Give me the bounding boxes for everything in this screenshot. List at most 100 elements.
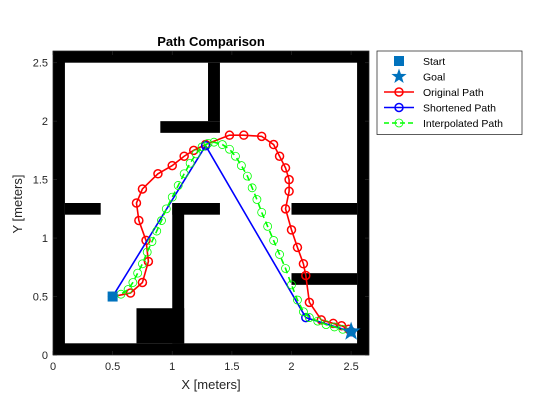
interpolated-path-marker: [161, 204, 171, 214]
interpolated-path-marker: [281, 264, 290, 273]
interpolated-path-marker: [287, 280, 296, 290]
original-path-marker: [268, 139, 279, 150]
occupancy-map: [53, 51, 369, 355]
interpolated-path-marker: [209, 137, 219, 147]
y-tick-label: 0.5: [33, 292, 48, 304]
original-path-marker: [179, 151, 189, 161]
original-path-marker: [292, 242, 303, 253]
legend-swatch-shortened-path: [394, 102, 404, 113]
legend-swatch-start: [394, 56, 404, 66]
interpolated-path-marker: [299, 307, 308, 317]
chart-title: Path Comparison: [157, 34, 265, 49]
interpolated-path-marker: [263, 221, 273, 231]
interpolated-path-marker: [157, 216, 166, 225]
axis-ticks: 0 0.5 1 1.5 2 2.5 0 0.5 1 1.5 2 2.5: [33, 51, 369, 373]
interpolated-path-marker: [321, 320, 331, 330]
interpolated-path-marker: [231, 151, 240, 161]
interpolated-path-marker: [138, 259, 147, 269]
interpolated-path-marker: [304, 313, 314, 322]
y-tick-label: 2.5: [33, 58, 48, 70]
interpolated-path-marker: [237, 161, 246, 170]
original-path-marker: [286, 225, 297, 235]
map-obstacle: [136, 308, 185, 344]
y-tick-label: 2: [42, 116, 48, 128]
original-path-marker: [153, 169, 163, 179]
original-path-marker: [167, 160, 177, 171]
interpolated-path-marker: [247, 183, 257, 193]
legend: Start Goal Original Path Shortened Path Inte…: [376, 50, 523, 135]
start-marker: [107, 291, 118, 302]
x-tick-label: 1: [169, 361, 175, 373]
interpolated-path-marker: [147, 237, 157, 246]
interpolated-path-marker: [252, 195, 262, 204]
x-tick-label: 1.5: [224, 361, 239, 373]
original-path-marker: [304, 297, 315, 308]
map-obstacle: [53, 51, 65, 355]
x-tick-label: 0: [50, 361, 56, 373]
map-obstacle: [291, 273, 358, 285]
y-axis-label: Y [meters]: [10, 174, 25, 233]
original-path-marker: [224, 130, 235, 140]
original-path-marker: [280, 163, 291, 173]
interpolated-path-marker: [330, 322, 339, 332]
original-path-marker: [256, 131, 267, 142]
y-tick-label: 1.5: [33, 175, 48, 187]
map-obstacle: [172, 203, 185, 344]
y-tick-label: 1: [42, 233, 48, 245]
interpolated-path-marker: [257, 207, 267, 217]
original-path-marker: [141, 235, 151, 246]
original-path-marker: [301, 270, 311, 281]
interpolated-path-marker: [185, 158, 195, 168]
x-tick-label: 0.5: [105, 361, 120, 373]
map-obstacle: [357, 51, 369, 355]
interpolated-path-marker: [217, 140, 227, 149]
legend-label-interpolated-path: Interpolated Path: [423, 118, 503, 130]
interpolated-path-marker: [242, 171, 252, 181]
interpolated-path-marker: [128, 278, 138, 287]
interpolated-path-marker: [203, 138, 213, 148]
y-tick-label: 0: [42, 350, 48, 362]
x-axis-label: X [meters]: [181, 377, 240, 392]
map-obstacle: [291, 203, 358, 215]
interpolated-path-marker: [167, 192, 177, 202]
interpolated-path-marker: [152, 226, 162, 236]
map-obstacle: [53, 343, 369, 355]
original-path-marker: [137, 277, 148, 288]
plot-series: [107, 130, 361, 340]
legend-label-original-path: Original Path: [423, 87, 484, 99]
original-path-marker: [134, 215, 144, 226]
interpolated-path-marker: [225, 144, 234, 154]
original-path-marker: [137, 184, 148, 194]
interpolated-path-marker: [133, 268, 143, 278]
axes-box: [52, 50, 370, 356]
map-obstacle: [172, 203, 220, 215]
legend-swatch-goal: [391, 68, 407, 83]
interpolated-path-marker: [293, 295, 302, 305]
x-tick-label: 2.5: [343, 361, 358, 373]
original-path-marker: [298, 259, 309, 269]
legend-label-goal: Goal: [423, 72, 445, 84]
x-tick-label: 2: [288, 361, 294, 373]
legend-label-shortened-path: Shortened Path: [423, 103, 496, 115]
interpolated-path-marker: [179, 169, 189, 179]
map-obstacle: [64, 203, 101, 215]
original-path-marker: [284, 174, 294, 185]
original-path-marker: [131, 198, 142, 208]
shortened-path-marker: [200, 140, 211, 151]
interpolated-path-marker: [275, 250, 284, 259]
legend-label-start: Start: [423, 56, 445, 68]
interpolated-path-marker: [123, 285, 133, 294]
original-path-marker: [316, 315, 327, 325]
map-obstacle: [160, 121, 220, 133]
original-path-marker: [274, 151, 285, 161]
original-path-marker: [239, 130, 249, 140]
map-obstacle: [208, 62, 220, 122]
interpolated-path-marker: [173, 181, 183, 190]
original-path-marker: [143, 256, 154, 267]
interpolated-path-marker: [142, 247, 152, 257]
legend-swatch-original-path: [394, 87, 404, 97]
legend-swatch-interpolated-path: [394, 118, 404, 128]
interpolated-path-marker: [313, 316, 323, 326]
interpolated-path-marker: [269, 236, 279, 245]
